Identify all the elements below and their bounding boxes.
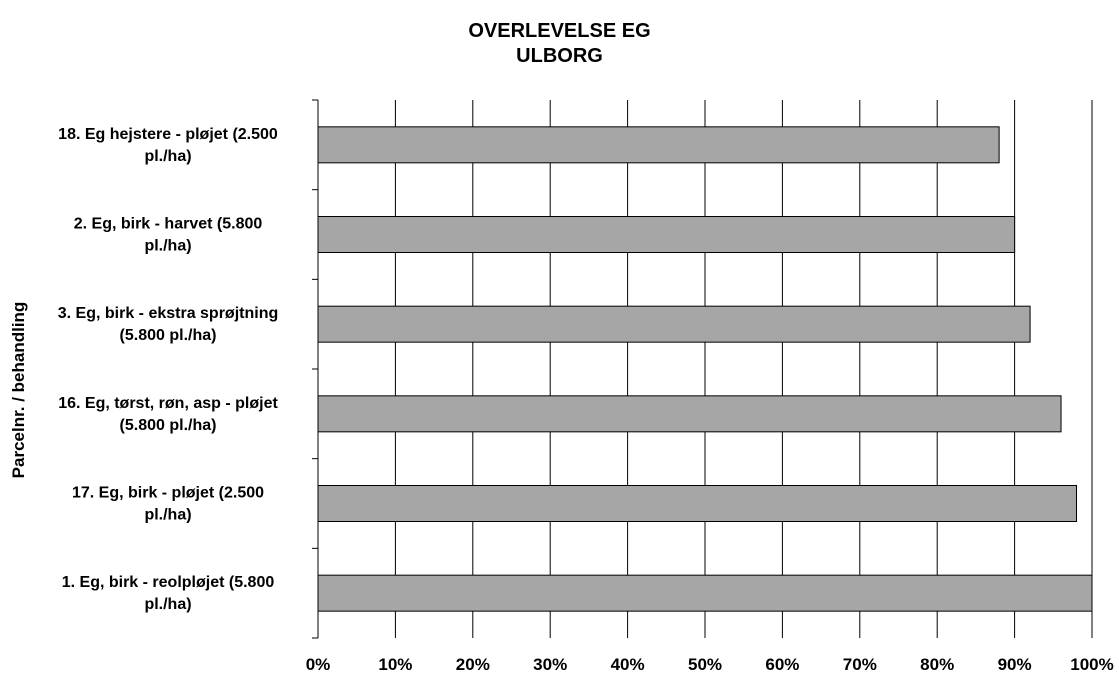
category-label-line: 16. Eg, tørst, røn, asp - pløjet [58,395,278,412]
x-tick-label: 0% [306,655,331,674]
category-label: 17. Eg, birk - pløjet (2.500 pl./ha) [72,485,264,524]
category-label: 16. Eg, tørst, røn, asp - pløjet (5.800 p… [58,395,278,434]
x-tick-label: 90% [998,655,1032,674]
x-tick-label: 30% [533,655,567,674]
bar [317,574,1093,612]
category-label-line: 2. Eg, birk - harvet (5.800 [74,216,263,233]
tick-labels: 0% 10% 20% 30% 40% 50% 60% 70% 80% 90% 100% [306,655,1114,674]
category-label: 18. Eg hejstere - pløjet (2.500 pl./ha) [58,126,278,165]
x-tick-label: 50% [688,655,722,674]
axes [312,99,319,639]
category-label-line: pl./ha) [144,148,191,165]
x-tick-label: 80% [920,655,954,674]
category-label-line: pl./ha) [144,596,191,613]
x-tick-label: 40% [611,655,645,674]
chart-subtitle: ULBORG [516,45,603,67]
category-label: 3. Eg, birk - ekstra sprøjtning (5.800 pl… [58,305,279,344]
x-tick-label: 100% [1070,655,1113,674]
category-label-line: (5.800 pl./ha) [120,327,217,344]
bar [317,126,1000,164]
bar [317,395,1062,433]
x-tick-label: 20% [456,655,490,674]
category-label-line: pl./ha) [144,507,191,524]
category-label: 1. Eg, birk - reolpløjet (5.800 pl./ha) [62,574,275,613]
x-tick-label: 60% [765,655,799,674]
bar [317,305,1031,343]
bar [317,216,1016,253]
chart-title: OVERLEVELSE EG [468,20,651,42]
category-label-line: (5.800 pl./ha) [120,417,217,434]
category-label-line: 18. Eg hejstere - pløjet (2.500 [58,126,278,143]
category-label-line: 1. Eg, birk - reolpløjet (5.800 [62,574,275,591]
category-labels: 18. Eg hejstere - pløjet (2.500 pl./ha)2.… [58,126,279,613]
category-label: 2. Eg, birk - harvet (5.800 pl./ha) [74,216,263,255]
x-tick-label: 10% [378,655,412,674]
bars [317,126,1093,612]
gridlines [394,100,1093,638]
category-label-line: pl./ha) [144,238,191,255]
x-tick-label: 70% [843,655,877,674]
category-label-line: 17. Eg, birk - pløjet (2.500 [72,485,264,502]
bar [317,485,1078,522]
category-label-line: 3. Eg, birk - ekstra sprøjtning [58,305,279,322]
